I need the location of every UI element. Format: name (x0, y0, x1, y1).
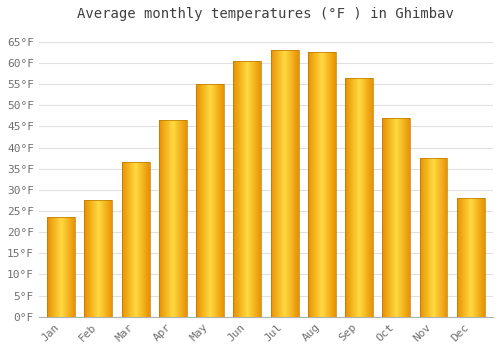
Bar (270, 50, 298, 317)
Bar (196, 84, 224, 317)
Bar (308, 52, 336, 317)
Bar (382, 118, 410, 317)
Bar (420, 158, 448, 317)
Bar (47, 217, 75, 317)
Title: Average monthly temperatures (°F ) in Ghimbav: Average monthly temperatures (°F ) in Gh… (78, 7, 454, 21)
Bar (457, 198, 484, 317)
Bar (122, 162, 150, 317)
Bar (234, 61, 262, 317)
Bar (84, 201, 112, 317)
Bar (159, 120, 187, 317)
Bar (345, 78, 373, 317)
